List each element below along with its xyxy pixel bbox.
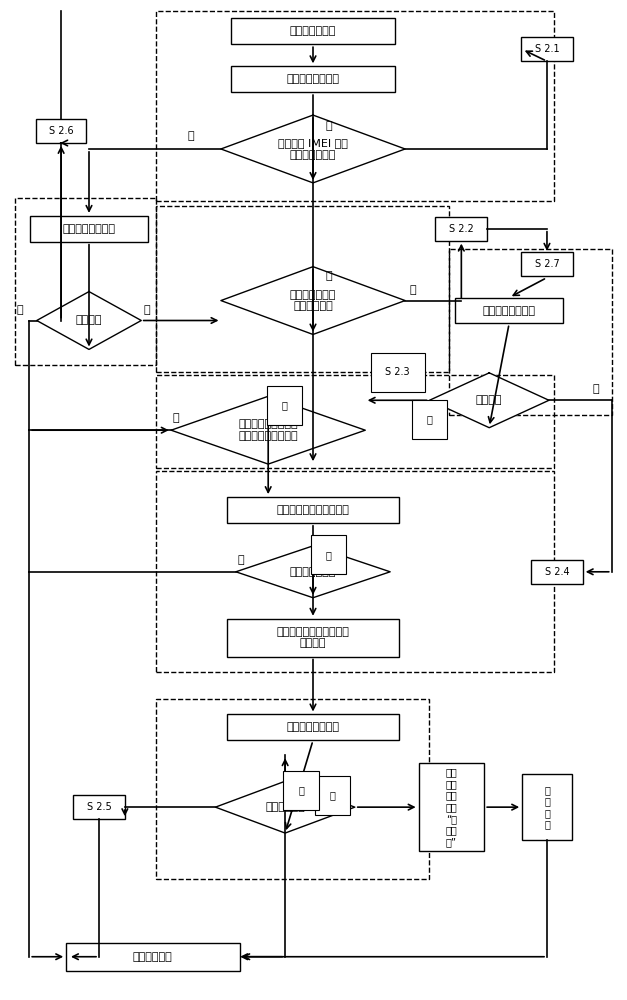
Text: 车门是否锁紧: 车门是否锁紧 — [265, 802, 305, 812]
FancyBboxPatch shape — [521, 252, 573, 276]
Text: 手机
报警
装置
提示
“锁
紧车
门”: 手机 报警 装置 提示 “锁 紧车 门” — [446, 767, 457, 847]
Polygon shape — [221, 115, 405, 183]
Text: 是: 是 — [144, 305, 150, 315]
Text: 验证通过: 验证通过 — [476, 395, 502, 405]
Text: S 2.4: S 2.4 — [545, 567, 569, 577]
Text: 是: 是 — [326, 550, 332, 560]
Text: 反
馈
装
置: 反 馈 装 置 — [544, 785, 550, 830]
Text: 是否打开主界面: 是否打开主界面 — [290, 567, 336, 577]
FancyBboxPatch shape — [231, 18, 395, 44]
Text: 否: 否 — [330, 790, 336, 800]
Text: 启动模块启动汽车: 启动模块启动汽车 — [287, 722, 339, 732]
Text: 验证手机 IMEI 编号
是否与预存相同: 验证手机 IMEI 编号 是否与预存相同 — [278, 138, 348, 160]
FancyBboxPatch shape — [419, 763, 484, 851]
FancyBboxPatch shape — [36, 119, 86, 143]
Text: 驾驶者进入车内: 驾驶者进入车内 — [290, 26, 336, 36]
Text: 驾驶者通过手机启动车载
蓝牙模块: 驾驶者通过手机启动车载 蓝牙模块 — [277, 627, 349, 648]
Text: 否: 否 — [592, 384, 599, 394]
Text: S 2.3: S 2.3 — [386, 367, 410, 377]
Text: 手机启动验证界面: 手机启动验证界面 — [483, 306, 535, 316]
FancyBboxPatch shape — [30, 216, 148, 242]
Text: S 2.6: S 2.6 — [49, 126, 73, 136]
Polygon shape — [221, 267, 405, 334]
FancyBboxPatch shape — [228, 619, 399, 657]
FancyBboxPatch shape — [455, 298, 563, 323]
Text: S 2.2: S 2.2 — [449, 224, 474, 234]
Polygon shape — [37, 292, 141, 349]
Text: 手机连接外接端口: 手机连接外接端口 — [287, 74, 339, 84]
Text: 手机启动密码界面: 手机启动密码界面 — [63, 224, 115, 234]
Text: S 2.1: S 2.1 — [535, 44, 559, 54]
Text: 是: 是 — [326, 121, 332, 131]
Text: 否: 否 — [187, 131, 194, 141]
Text: 否: 否 — [17, 305, 23, 315]
FancyBboxPatch shape — [521, 37, 573, 61]
Polygon shape — [236, 546, 390, 598]
Polygon shape — [171, 396, 366, 464]
Text: S 2.7: S 2.7 — [535, 259, 559, 269]
Polygon shape — [216, 781, 355, 833]
FancyBboxPatch shape — [231, 66, 395, 92]
Text: 否: 否 — [237, 555, 244, 565]
Text: 手机号与预留手
机号是否相同: 手机号与预留手 机号是否相同 — [290, 290, 336, 311]
FancyBboxPatch shape — [73, 795, 125, 819]
Polygon shape — [429, 373, 549, 428]
Text: S 2.5: S 2.5 — [87, 802, 112, 812]
FancyBboxPatch shape — [228, 497, 399, 523]
Text: 是: 是 — [298, 785, 304, 795]
FancyBboxPatch shape — [522, 774, 572, 840]
Text: 是: 是 — [326, 271, 332, 281]
Text: 是: 是 — [281, 400, 287, 410]
Text: 否: 否 — [172, 413, 179, 423]
FancyBboxPatch shape — [436, 217, 487, 241]
FancyBboxPatch shape — [66, 943, 240, 971]
Text: 是: 是 — [409, 285, 416, 295]
Text: 手机提示打开手机主界面: 手机提示打开手机主界面 — [277, 505, 349, 515]
Text: 是: 是 — [426, 414, 433, 424]
Text: 手机卡实名信息是否
与预存身份信息相同: 手机卡实名信息是否 与预存身份信息相同 — [238, 419, 298, 441]
FancyBboxPatch shape — [228, 714, 399, 740]
Text: 密码正确: 密码正确 — [76, 316, 102, 326]
Text: 启动模块锁死: 启动模块锁死 — [133, 952, 172, 962]
FancyBboxPatch shape — [531, 560, 583, 584]
